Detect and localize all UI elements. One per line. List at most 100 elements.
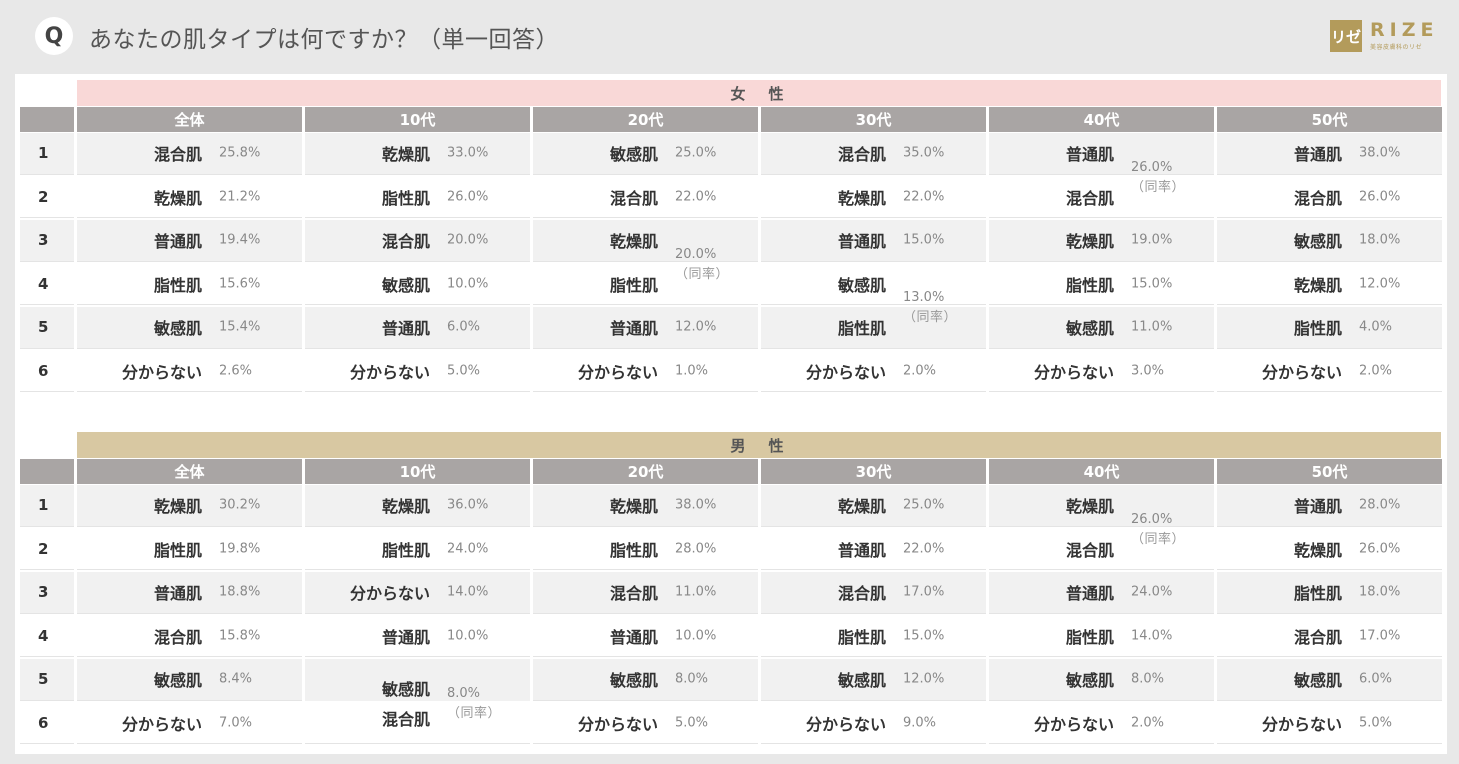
percentage: 5.0%	[447, 363, 481, 379]
percentage: 10.0%	[447, 276, 489, 292]
skin-type: 敏感肌	[609, 145, 658, 165]
table-cell: 乾燥肌 36.0%	[305, 485, 530, 527]
skin-type: 普通肌	[381, 627, 430, 647]
results-panel: 女 性 1 2 3 4 5 6 全体 混合肌 25.8% 乾燥肌 21.2% 普通肌…	[15, 74, 1447, 754]
rank-label: 2	[20, 176, 74, 218]
skin-type: 分からない	[1033, 714, 1114, 734]
column-header: 20代	[533, 107, 758, 132]
table-cell: 敏感肌 11.0%	[989, 307, 1214, 349]
skin-type: 脂性肌	[609, 540, 658, 560]
percentage: 15.6%	[219, 276, 261, 292]
skin-type: 乾燥肌	[837, 188, 886, 208]
table-cell: 脂性肌 19.8%	[77, 528, 302, 570]
skin-type: 乾燥肌	[381, 497, 430, 517]
skin-type: 敏感肌	[1065, 319, 1114, 339]
skin-type: 乾燥肌	[1065, 497, 1114, 517]
column-header: 50代	[1217, 107, 1442, 132]
skin-type: 脂性肌	[153, 275, 202, 295]
percentage: 26.0%	[1359, 189, 1401, 205]
percentage: 24.0%	[447, 541, 489, 557]
logo-subtitle: 美容皮膚科のリゼ	[1370, 44, 1423, 51]
percentage: 15.4%	[219, 319, 261, 335]
skin-type: 分からない	[805, 362, 886, 382]
table-cell: 混合肌 22.0%	[533, 176, 758, 218]
table-cell: 敏感肌	[761, 263, 986, 305]
percentage: 26.0%	[1131, 160, 1173, 175]
tie-percentage: 8.0% （同率）	[447, 684, 501, 724]
table-cell: 乾燥肌 21.2%	[77, 176, 302, 218]
table-cell: 分からない 9.0%	[761, 702, 986, 744]
percentage: 14.0%	[1131, 628, 1173, 644]
column-header: 30代	[761, 107, 986, 132]
table-cell: 分からない 2.0%	[989, 702, 1214, 744]
table-cell: 普通肌 38.0%	[1217, 133, 1442, 175]
table-cell: 分からない 7.0%	[77, 702, 302, 744]
column-header: 全体	[77, 459, 302, 484]
skin-type: 分からない	[1261, 714, 1342, 734]
table-cell: 乾燥肌 38.0%	[533, 485, 758, 527]
skin-type: 混合肌	[1065, 540, 1114, 560]
skin-type: 敏感肌	[1065, 671, 1114, 691]
percentage: 17.0%	[903, 584, 945, 600]
percentage: 35.0%	[903, 145, 945, 161]
table-cell: 普通肌 19.4%	[77, 220, 302, 262]
table-cell: 敏感肌 15.4%	[77, 307, 302, 349]
table-cell: 脂性肌 28.0%	[533, 528, 758, 570]
column-header: 全体	[77, 107, 302, 132]
percentage: 28.0%	[675, 541, 717, 557]
table-cell: 普通肌	[989, 133, 1214, 175]
percentage: 38.0%	[1359, 145, 1401, 161]
skin-type: 分からない	[349, 584, 430, 604]
tie-note: （同率）	[1131, 180, 1186, 195]
rize-logo: リゼ RIZE 美容皮膚科のリゼ	[1330, 19, 1440, 52]
table-cell: 普通肌 12.0%	[533, 307, 758, 349]
percentage: 18.0%	[1359, 232, 1401, 248]
table-cell: 普通肌 18.8%	[77, 572, 302, 614]
skin-type: 分からない	[121, 362, 202, 382]
percentage: 10.0%	[675, 628, 717, 644]
column-header: 10代	[305, 459, 530, 484]
table-cell: 分からない 5.0%	[1217, 702, 1442, 744]
skin-type: 分からない	[1261, 362, 1342, 382]
table-cell: 乾燥肌 12.0%	[1217, 263, 1442, 305]
skin-type: 混合肌	[153, 145, 202, 165]
column-male-50s: 50代 普通肌 28.0% 乾燥肌 26.0% 脂性肌 18.0% 混合肌 17.0% …	[1217, 459, 1442, 744]
tie-note: （同率）	[1131, 532, 1186, 547]
skin-type: 脂性肌	[381, 188, 430, 208]
table-cell: 分からない 3.0%	[989, 350, 1214, 392]
table-cell: 脂性肌 24.0%	[305, 528, 530, 570]
table-cell: 分からない 5.0%	[305, 350, 530, 392]
percentage: 19.0%	[1131, 232, 1173, 248]
table-cell: 乾燥肌	[533, 220, 758, 262]
table-cell: 乾燥肌 30.2%	[77, 485, 302, 527]
column-header: 40代	[989, 107, 1214, 132]
percentage: 3.0%	[1131, 363, 1165, 379]
table-cell: 敏感肌 18.0%	[1217, 220, 1442, 262]
percentage: 6.0%	[1359, 671, 1393, 687]
percentage: 18.0%	[1359, 584, 1401, 600]
percentage: 11.0%	[1131, 319, 1173, 335]
percentage: 15.0%	[903, 232, 945, 248]
percentage: 26.0%	[1359, 541, 1401, 557]
percentage: 20.0%	[675, 247, 717, 262]
skin-type: 混合肌	[1293, 627, 1342, 647]
tie-percentage: 26.0% （同率）	[1131, 158, 1185, 198]
percentage: 12.0%	[1359, 276, 1401, 292]
tie-note: （同率）	[447, 706, 502, 721]
percentage: 24.0%	[1131, 584, 1173, 600]
table-cell: 脂性肌	[533, 263, 758, 305]
column-male-20s: 20代 乾燥肌 38.0% 脂性肌 28.0% 混合肌 11.0% 普通肌 10.0% …	[533, 459, 758, 744]
page-header: Q あなたの肌タイプは何ですか？（単一回答） リゼ RIZE 美容皮膚科のリゼ	[0, 0, 1459, 72]
table-cell: 分からない 2.0%	[761, 350, 986, 392]
rank-header-corner	[20, 107, 74, 132]
table-cell: 脂性肌 15.0%	[989, 263, 1214, 305]
table-cell: 混合肌 26.0%	[1217, 176, 1442, 218]
percentage: 25.0%	[675, 145, 717, 161]
table-cell: 混合肌 25.8%	[77, 133, 302, 175]
table-cell: 分からない 14.0%	[305, 572, 530, 614]
skin-type: 普通肌	[609, 627, 658, 647]
column-male-all: 全体 乾燥肌 30.2% 脂性肌 19.8% 普通肌 18.8% 混合肌 15.8% 敏…	[77, 459, 302, 744]
tie-note: （同率）	[675, 267, 730, 282]
skin-type: 敏感肌	[153, 319, 202, 339]
logo-word: RIZE	[1370, 19, 1439, 41]
